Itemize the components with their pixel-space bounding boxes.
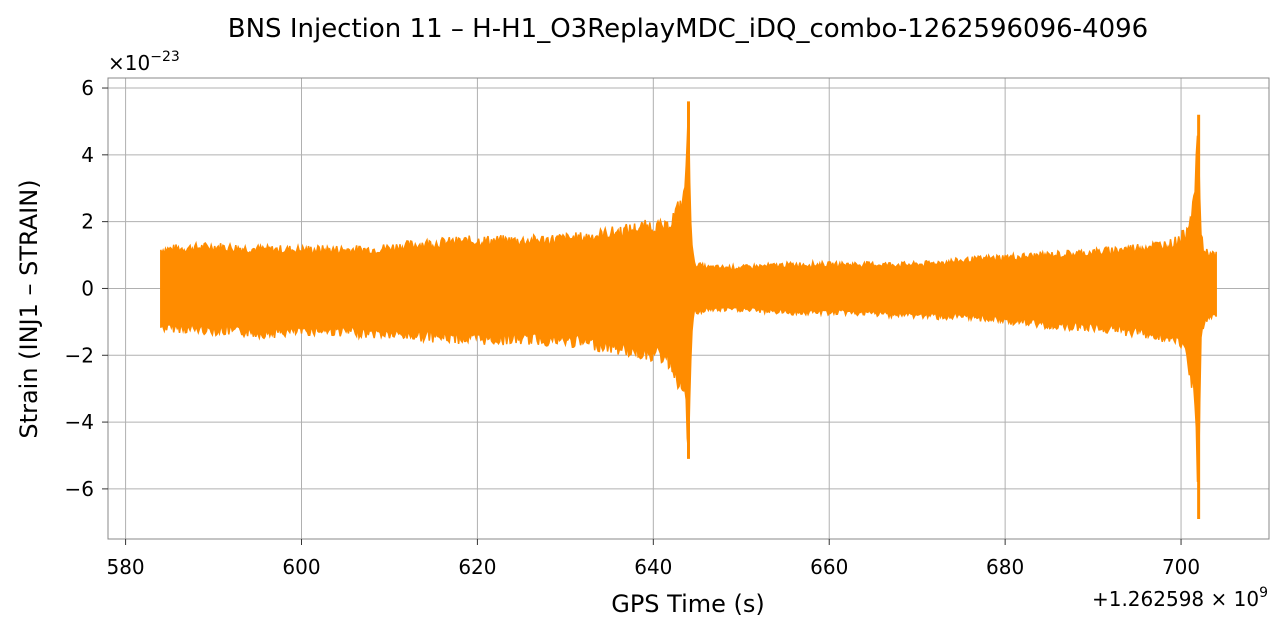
- y-tick-label: −2: [65, 343, 94, 367]
- x-axis-label: GPS Time (s): [611, 590, 765, 618]
- x-tick-label: 600: [282, 555, 320, 579]
- chart-title: BNS Injection 11 – H-H1_O3ReplayMDC_iDQ_…: [228, 14, 1148, 44]
- plot-frame: [107, 77, 1270, 540]
- x-tick-label: 580: [106, 555, 144, 579]
- y-tick-label: 2: [81, 210, 94, 234]
- y-tick-label: 0: [81, 276, 94, 300]
- signal-series: [160, 101, 1217, 519]
- y-tick-label: 4: [81, 143, 94, 167]
- y-tick-label: −6: [65, 477, 94, 501]
- y-tick-label: 6: [81, 76, 94, 100]
- x-tick-label: 640: [634, 555, 672, 579]
- x-offset-label: +1.262598 × 109: [1092, 585, 1268, 611]
- y-tick-label: −4: [65, 410, 94, 434]
- x-tick-label: 680: [986, 555, 1024, 579]
- x-tick-label: 620: [458, 555, 496, 579]
- y-scale-label: ×10−23: [108, 49, 180, 75]
- y-ticks: −6 −4 −2 0 2 4 6: [65, 76, 108, 501]
- x-tick-label: 660: [810, 555, 848, 579]
- x-tick-label: 700: [1162, 555, 1200, 579]
- y-axis-label: Strain (INJ1 – STRAIN): [15, 179, 43, 438]
- x-ticks: 580 600 620 640 660 680 700: [106, 539, 1200, 579]
